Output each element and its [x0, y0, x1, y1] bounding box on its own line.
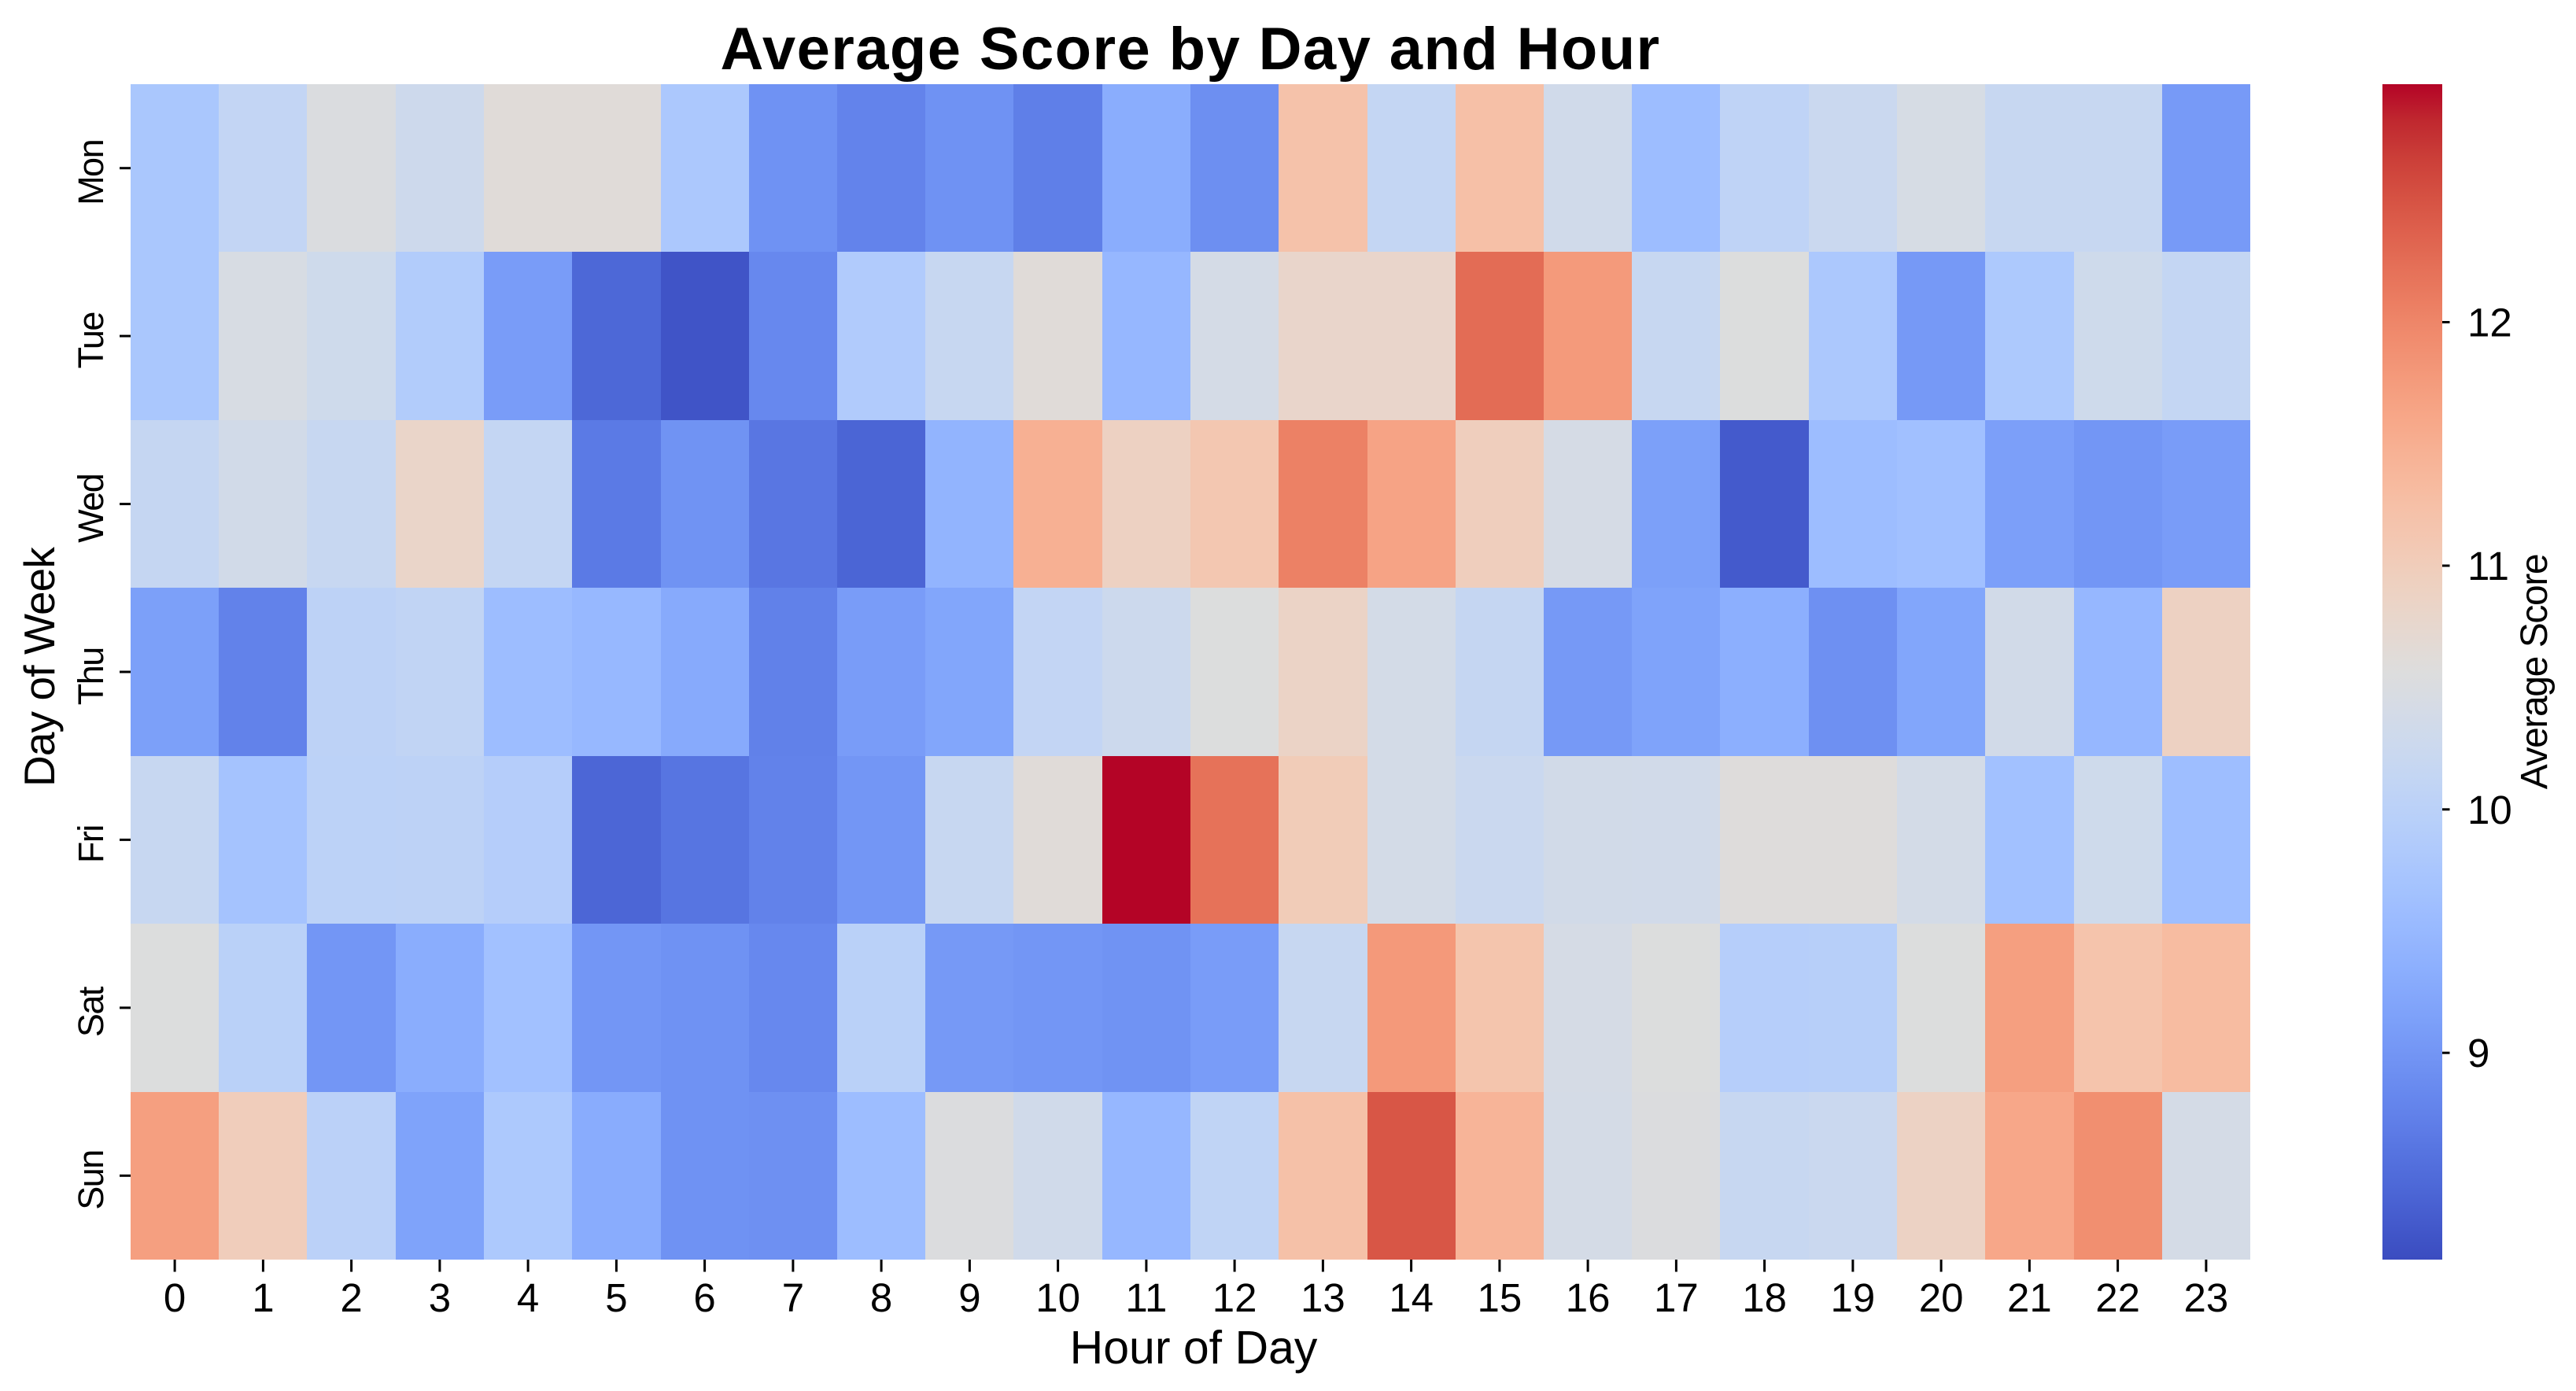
svg-text:19: 19 — [1831, 1275, 1876, 1320]
svg-text:10: 10 — [1035, 1275, 1080, 1320]
svg-text:Sun: Sun — [71, 1150, 111, 1210]
svg-text:22: 22 — [2095, 1275, 2140, 1320]
svg-text:Mon: Mon — [71, 140, 111, 205]
svg-text:5: 5 — [605, 1275, 627, 1320]
svg-text:16: 16 — [1566, 1275, 1611, 1320]
svg-text:8: 8 — [870, 1275, 892, 1320]
svg-text:Fri: Fri — [71, 825, 111, 863]
svg-text:10: 10 — [2467, 788, 2512, 832]
svg-text:Hour of Day: Hour of Day — [1070, 1322, 1318, 1374]
svg-text:13: 13 — [1301, 1275, 1345, 1320]
svg-text:7: 7 — [782, 1275, 804, 1320]
svg-text:4: 4 — [517, 1275, 539, 1320]
svg-text:9: 9 — [958, 1275, 980, 1320]
svg-text:Average Score: Average Score — [2514, 555, 2556, 789]
svg-text:23: 23 — [2184, 1275, 2229, 1320]
svg-text:6: 6 — [693, 1275, 715, 1320]
svg-text:Wed: Wed — [71, 474, 111, 543]
svg-text:12: 12 — [1212, 1275, 1257, 1320]
svg-text:Sat: Sat — [71, 986, 111, 1037]
svg-text:1: 1 — [252, 1275, 274, 1320]
svg-text:Tue: Tue — [71, 312, 111, 369]
svg-text:12: 12 — [2467, 301, 2512, 345]
svg-text:11: 11 — [1125, 1275, 1167, 1320]
svg-text:20: 20 — [1919, 1275, 1964, 1320]
svg-text:0: 0 — [164, 1275, 186, 1320]
svg-text:Day of Week: Day of Week — [15, 547, 64, 787]
svg-text:2: 2 — [340, 1275, 362, 1320]
svg-text:3: 3 — [429, 1275, 451, 1320]
svg-text:18: 18 — [1742, 1275, 1787, 1320]
svg-text:Thu: Thu — [71, 648, 111, 705]
svg-text:21: 21 — [2007, 1275, 2052, 1320]
svg-text:15: 15 — [1478, 1275, 1522, 1320]
svg-text:9: 9 — [2467, 1031, 2489, 1076]
svg-text:11: 11 — [2467, 544, 2509, 588]
svg-text:17: 17 — [1654, 1275, 1699, 1320]
svg-text:14: 14 — [1389, 1275, 1434, 1320]
svg-text:Average Score by Day and Hour: Average Score by Day and Hour — [720, 16, 1660, 83]
